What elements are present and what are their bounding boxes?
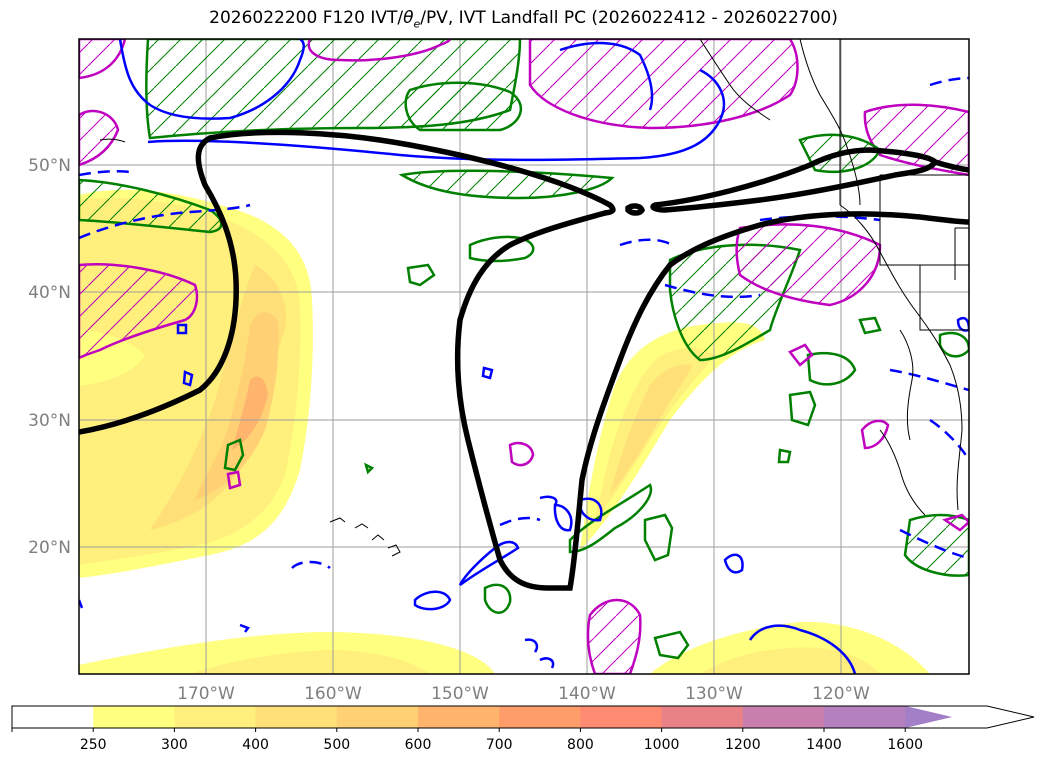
map-frame (78, 38, 970, 675)
colorbar-tick-label: 800 (567, 737, 594, 753)
colorbar-tick-label: 700 (486, 737, 513, 753)
coastlines (99, 39, 969, 557)
title-theta-subscript: e (413, 17, 421, 31)
colorbar-tick-label: 400 (242, 737, 269, 753)
colorbar-segment (742, 706, 825, 728)
colorbar-segment (93, 706, 175, 728)
colorbar-segment (255, 706, 338, 728)
ivt-shading-central (580, 322, 765, 550)
colorbar-segment (336, 706, 419, 728)
colorbar-outline (11, 705, 1035, 729)
colorbar-segment (418, 706, 500, 728)
longitude-labels: 170°W 160°W 150°W 140°W 130°W 120°W (177, 684, 870, 704)
lat-label-20n: 20°N (28, 538, 71, 558)
title-theta: θ (403, 8, 414, 28)
colorbar-segment (12, 706, 94, 728)
colorbar-segment (580, 706, 663, 728)
colorbar-tick-label: 1400 (806, 737, 842, 753)
colorbar-tick-label: 500 (323, 737, 350, 753)
latitude-labels: 50°N 40°N 30°N 20°N (28, 156, 71, 558)
lon-label-120w: 120°W (812, 684, 870, 704)
colorbar-tick-labels: 250 300 400 500 600 700 800 1000 1200 1400 1600 (80, 737, 923, 753)
ivt-shading-south (79, 621, 930, 674)
lon-label-140w: 140°W (558, 684, 616, 704)
colorbar-tick-label: 600 (405, 737, 432, 753)
colorbar-segment (661, 706, 744, 728)
colorbar: 250 300 400 500 600 700 800 1000 1200 1400 1600 (11, 705, 1035, 753)
map-panel (79, 39, 969, 674)
lon-label-170w: 170°W (177, 684, 235, 704)
purple-contours (226, 39, 969, 532)
lat-label-30n: 30°N (28, 411, 71, 431)
colorbar-tick-label: 300 (161, 737, 188, 753)
title-prefix: 2026022200 F120 IVT/ (209, 8, 404, 28)
blue-contours (79, 39, 969, 674)
colorbar-tick-label: 1600 (887, 737, 923, 753)
colorbar-tick-label: 1000 (644, 737, 680, 753)
colorbar-segment (499, 706, 581, 728)
colorbar-tick-label: 1200 (725, 737, 761, 753)
lon-label-130w: 130°W (685, 684, 743, 704)
lon-label-160w: 160°W (304, 684, 362, 704)
chart-title: 2026022200 F120 IVT/θe/PV, IVT Landfall … (0, 8, 1047, 30)
colorbar-segment (905, 706, 953, 728)
ivt-landfall-pc-contours (79, 129, 969, 591)
colorbar-ticks (11, 728, 906, 732)
colorbar-segment (174, 706, 257, 728)
colorbar-segments (12, 706, 953, 728)
hatched-regions (79, 39, 969, 674)
lat-label-40n: 40°N (28, 283, 71, 303)
lon-label-150w: 150°W (431, 684, 489, 704)
colorbar-segment (824, 706, 906, 728)
lat-label-50n: 50°N (28, 156, 71, 176)
title-suffix: /PV, IVT Landfall PC (2026022412 - 20260… (420, 8, 838, 28)
colorbar-tick-label: 250 (80, 737, 107, 753)
